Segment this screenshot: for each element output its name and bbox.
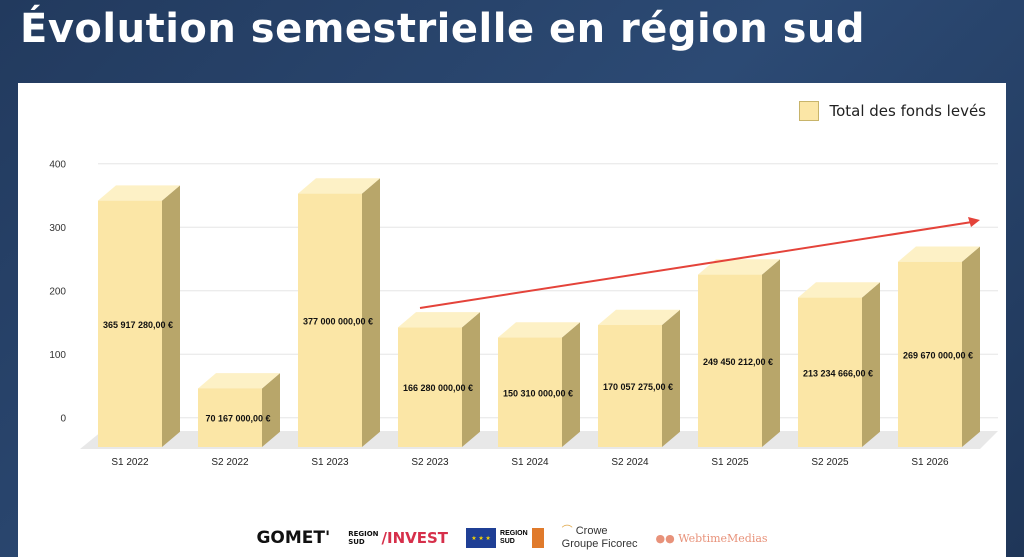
page-title: Évolution semestrielle en région sud (20, 6, 866, 52)
x-tick-label: S1 2024 (511, 457, 549, 468)
bar-side (162, 185, 180, 447)
webtime-logo: ●● WebtimeMedias (655, 531, 768, 545)
trend-arrowhead (968, 217, 980, 227)
eu-flag-icon: ★ ★ ★ (466, 528, 497, 548)
x-tick-label: S1 2023 (311, 457, 349, 468)
bar-side (262, 373, 280, 447)
bar-front (898, 261, 962, 447)
bar-top (498, 322, 580, 338)
gomet-logo: GOMET' (256, 528, 331, 548)
bar-side (462, 312, 480, 447)
bar-top (98, 185, 180, 201)
bar-top (898, 246, 980, 262)
bar-front (598, 325, 662, 447)
legend-label: Total des fonds levés (829, 102, 986, 120)
bar-side (862, 282, 880, 447)
y-tick-label: 0 (60, 414, 66, 425)
chart-legend: Total des fonds levés (799, 101, 986, 121)
data-label: 269 670 000,00 € (903, 350, 973, 360)
bar: 249 450 212,00 € (698, 259, 780, 447)
sponsor-logos: GOMET' REGION SUD /INVEST ★ ★ ★ REGION SUD… (18, 525, 1006, 551)
bar-top (798, 282, 880, 298)
x-tick-label: S1 2022 (111, 457, 149, 468)
bar-side (962, 246, 980, 447)
x-tick-label: S2 2025 (811, 457, 849, 468)
data-label: 377 000 000,00 € (303, 316, 373, 326)
webtime-dots-icon: ●● (655, 531, 675, 545)
bar: 213 234 666,00 € (798, 282, 880, 447)
x-tick-label: S2 2023 (411, 457, 449, 468)
bar: 269 670 000,00 € (898, 246, 980, 447)
data-label: 213 234 666,00 € (803, 368, 873, 378)
data-label: 150 310 000,00 € (503, 388, 573, 398)
bar-front (498, 337, 562, 447)
x-tick-label: S2 2024 (611, 457, 649, 468)
data-label: 170 057 275,00 € (603, 382, 673, 392)
bar-front (698, 274, 762, 447)
bar-front (198, 388, 262, 447)
legend-swatch (799, 101, 820, 121)
eu-region-logo: ★ ★ ★ REGION SUD (466, 528, 544, 548)
y-tick-label: 200 (49, 287, 66, 298)
bar-front (98, 200, 162, 447)
data-label: 166 280 000,00 € (403, 383, 473, 393)
y-tick-label: 300 (49, 223, 66, 234)
bar-front (298, 193, 362, 447)
bar-side (362, 178, 380, 447)
bar-front (398, 327, 462, 447)
crowe-logo: ⌒ Crowe Groupe Ficorec (561, 525, 638, 550)
bar: 170 057 275,00 € (598, 309, 680, 447)
x-tick-label: S1 2025 (711, 457, 749, 468)
region-sud-emblem-icon (531, 528, 544, 548)
bar: 377 000 000,00 € (298, 178, 380, 447)
bar-front (798, 297, 862, 447)
bars-layer: 365 917 280,00 € 70 167 000,00 € 377 000 0… (98, 178, 980, 447)
trend-line (419, 221, 973, 309)
region-sud-invest-logo: REGION SUD /INVEST (348, 529, 449, 547)
bar-top (598, 309, 680, 326)
axis-layer: 0 100 200 300 400 S1 2022 S2 2022 S1 2023 S2 202… (49, 160, 949, 468)
trend-layer (419, 217, 980, 309)
bar-side (762, 259, 780, 447)
bar: 150 310 000,00 € (498, 322, 580, 447)
data-label: 70 167 000,00 € (205, 414, 270, 424)
bar: 70 167 000,00 € (198, 373, 280, 447)
x-tick-label: S2 2022 (211, 457, 249, 468)
bar: 166 280 000,00 € (398, 312, 480, 447)
bar-top (298, 178, 380, 194)
y-tick-label: 400 (49, 160, 66, 171)
bar-chart: 365 917 280,00 € 70 167 000,00 € 377 000 0… (49, 160, 998, 468)
y-tick-label: 100 (49, 350, 66, 361)
bar-top (698, 259, 780, 275)
data-label: 249 450 212,00 € (703, 357, 773, 367)
bar-side (662, 309, 680, 447)
crowe-icon: ⌒ (561, 525, 573, 537)
x-tick-label: S1 2026 (911, 457, 949, 468)
data-label: 365 917 280,00 € (103, 320, 173, 330)
bar-top (198, 373, 280, 389)
chart-panel: Total des fonds levés 365 917 280,00 € 70… (18, 83, 1006, 557)
bar: 365 917 280,00 € (98, 185, 180, 447)
bar-side (562, 322, 580, 447)
bar-top (398, 312, 480, 328)
